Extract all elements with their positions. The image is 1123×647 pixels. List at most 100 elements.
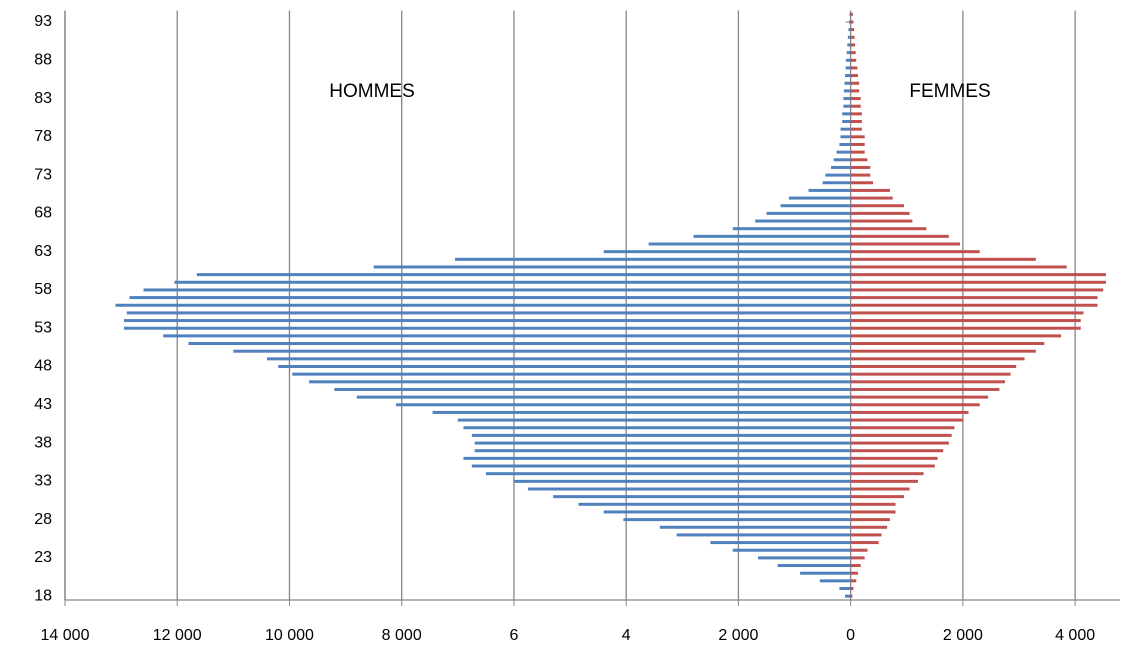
bar: [850, 211, 910, 215]
y-tick-label: 53: [34, 319, 52, 336]
bar: [850, 242, 961, 246]
x-tick-label: 8 000: [382, 627, 422, 644]
bar: [833, 158, 851, 162]
x-tick-label: 2 000: [943, 627, 983, 644]
bar: [659, 525, 851, 529]
bar: [850, 219, 913, 223]
bar: [850, 188, 890, 192]
bar: [396, 403, 851, 407]
bar: [850, 594, 853, 598]
bar: [777, 564, 851, 568]
bar: [676, 533, 851, 537]
bar: [623, 518, 851, 522]
bar: [850, 464, 935, 468]
x-tick-label: 14 000: [41, 627, 90, 644]
bar: [850, 20, 854, 24]
y-tick-label: 63: [34, 243, 52, 260]
x-tick-label: 6: [509, 627, 518, 644]
bar: [836, 150, 851, 154]
bar: [188, 342, 851, 346]
bar: [846, 58, 851, 62]
bar: [457, 418, 851, 422]
bar: [527, 487, 851, 491]
bar: [850, 349, 1036, 353]
bar: [850, 418, 963, 422]
bar: [115, 303, 851, 307]
bar: [848, 28, 851, 32]
bar: [850, 579, 857, 583]
bar: [850, 495, 904, 499]
bar: [850, 51, 856, 55]
bar: [143, 288, 851, 292]
y-tick-label: 28: [34, 511, 52, 528]
bar: [163, 334, 851, 338]
bar: [850, 403, 980, 407]
bar: [825, 173, 851, 177]
bar: [850, 196, 893, 200]
bar: [693, 234, 851, 238]
bar: [850, 319, 1081, 323]
y-tick-label: 88: [34, 51, 52, 68]
bar: [846, 51, 851, 55]
bar: [850, 380, 1005, 384]
bar: [850, 487, 910, 491]
bar: [123, 319, 851, 323]
bar: [850, 288, 1104, 292]
x-tick-label: 10 000: [265, 627, 314, 644]
bar: [840, 135, 851, 139]
bar: [850, 387, 1000, 391]
bar: [850, 165, 871, 169]
bar: [850, 135, 865, 139]
bar: [513, 479, 851, 483]
series-label: HOMMES: [329, 81, 415, 102]
bar: [126, 311, 851, 315]
bar: [850, 525, 888, 529]
bar: [850, 433, 952, 437]
y-tick-label: 93: [34, 13, 52, 30]
bar: [850, 12, 853, 16]
bar: [850, 28, 855, 32]
x-tick-label: 0: [846, 627, 855, 644]
bar: [839, 587, 851, 591]
bar: [758, 556, 851, 560]
bar: [849, 12, 851, 16]
bar: [356, 395, 851, 399]
bar: [847, 43, 851, 47]
bar: [432, 410, 851, 414]
bar: [850, 564, 861, 568]
bar: [373, 265, 851, 269]
bar: [603, 510, 851, 514]
bar: [553, 495, 851, 499]
bar: [850, 587, 854, 591]
bar: [603, 250, 851, 254]
bar: [850, 456, 938, 460]
bar: [850, 81, 860, 85]
bar: [850, 296, 1098, 300]
bar: [233, 349, 851, 353]
bar: [850, 158, 868, 162]
bar: [840, 127, 851, 131]
y-tick-label: 78: [34, 128, 52, 145]
y-tick-label: 73: [34, 166, 52, 183]
bar: [850, 74, 858, 78]
bar: [732, 227, 851, 231]
bar: [850, 548, 868, 552]
y-tick-label: 58: [34, 281, 52, 298]
bar: [292, 372, 851, 376]
bar: [474, 449, 851, 453]
bar: [850, 204, 904, 208]
y-tick-label: 38: [34, 434, 52, 451]
bar: [822, 181, 851, 185]
bar: [850, 280, 1106, 284]
bar: [842, 120, 851, 124]
bar: [839, 142, 851, 146]
bar: [850, 357, 1025, 361]
bar: [648, 242, 851, 246]
bar: [850, 120, 862, 124]
y-tick-label: 43: [34, 396, 52, 413]
bar: [830, 165, 851, 169]
bar: [850, 479, 918, 483]
bar: [843, 104, 851, 108]
bar: [844, 81, 851, 85]
